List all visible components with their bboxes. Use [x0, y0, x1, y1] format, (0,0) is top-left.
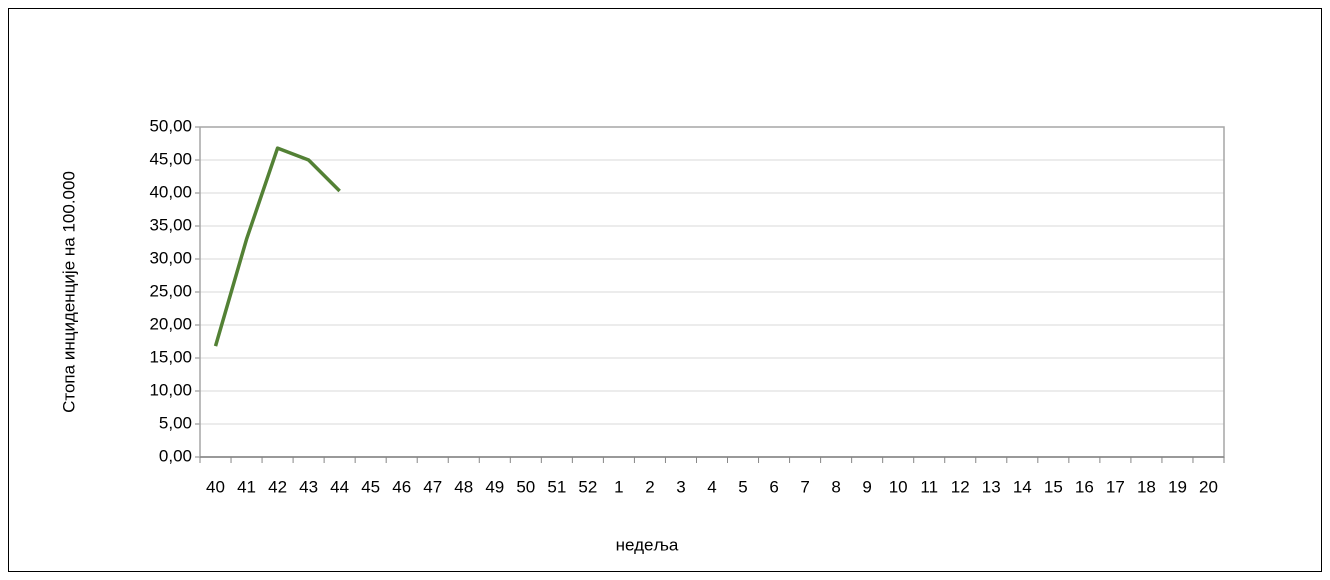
y-tick-label: 50,00 [149, 116, 192, 135]
x-tick-label: 9 [862, 477, 871, 496]
y-tick-label: 5,00 [159, 413, 192, 432]
y-tick-label: 25,00 [149, 281, 192, 300]
x-tick-label: 7 [800, 477, 809, 496]
x-tick-label: 42 [268, 477, 287, 496]
y-tick-label: 45,00 [149, 149, 192, 168]
data-line [213, 146, 341, 347]
x-tick-label: 43 [299, 477, 318, 496]
y-axis-title: Стопа инциденције на 100.000 [59, 171, 78, 413]
x-tick-label: 13 [982, 477, 1001, 496]
x-tick-label: 18 [1137, 477, 1156, 496]
x-tick-label: 40 [206, 477, 225, 496]
y-tick-label: 35,00 [149, 215, 192, 234]
x-axis-title: недеља [616, 535, 679, 554]
x-tick-label: 46 [392, 477, 411, 496]
x-tick-label: 3 [676, 477, 685, 496]
x-tick-label: 41 [237, 477, 256, 496]
x-tick-label: 15 [1044, 477, 1063, 496]
x-tick-label: 49 [485, 477, 504, 496]
chart-frame [8, 8, 1322, 572]
y-tick-label: 0,00 [159, 446, 192, 465]
y-tick-label: 20,00 [149, 314, 192, 333]
x-tick-label: 6 [769, 477, 778, 496]
x-tick-label: 47 [423, 477, 442, 496]
y-tick-label: 15,00 [149, 347, 192, 366]
y-tick-label: 40,00 [149, 182, 192, 201]
y-tick-label: 30,00 [149, 248, 192, 267]
x-tick-label: 50 [516, 477, 535, 496]
x-tick-label: 8 [831, 477, 840, 496]
x-tick-label: 1 [614, 477, 623, 496]
x-tick-label: 52 [578, 477, 597, 496]
x-tick-label: 19 [1168, 477, 1187, 496]
x-tick-label: 4 [707, 477, 716, 496]
x-tick-label: 2 [645, 477, 654, 496]
x-tick-label: 44 [330, 477, 349, 496]
x-tick-label: 45 [361, 477, 380, 496]
x-tick-label: 11 [920, 477, 938, 496]
x-tick-label: 10 [889, 477, 908, 496]
y-tick-label: 10,00 [149, 380, 192, 399]
x-tick-label: 17 [1106, 477, 1125, 496]
x-tick-label: 5 [738, 477, 747, 496]
x-tick-label: 16 [1075, 477, 1094, 496]
x-tick-label: 48 [454, 477, 473, 496]
x-tick-label: 51 [547, 477, 566, 496]
x-tick-label: 20 [1199, 477, 1218, 496]
x-tick-label: 14 [1013, 477, 1032, 496]
x-tick-label: 12 [951, 477, 970, 496]
